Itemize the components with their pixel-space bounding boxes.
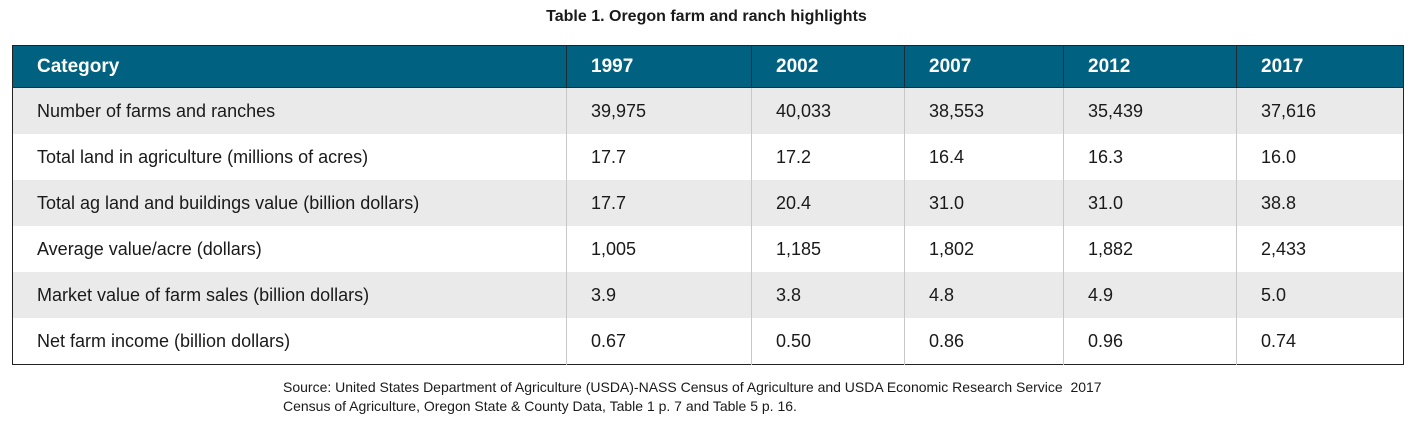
- row-category-label: Average value/acre (dollars): [12, 226, 567, 272]
- table-header-row: Category 1997 2002 2007 2012 2017: [12, 45, 1404, 88]
- cell-value: 40,033: [751, 87, 905, 134]
- row-category-label: Total ag land and buildings value (billi…: [12, 180, 567, 226]
- row-category-label: Total land in agriculture (millions of a…: [12, 134, 567, 180]
- cell-value: 37,616: [1236, 87, 1404, 134]
- cell-value: 38.8: [1236, 180, 1404, 226]
- cell-value: 5.0: [1236, 272, 1404, 318]
- cell-value: 1,185: [751, 226, 905, 272]
- row-category-label: Market value of farm sales (billion doll…: [12, 272, 567, 318]
- cell-value: 3.8: [751, 272, 905, 318]
- table-row: Net farm income (billion dollars) 0.67 0…: [12, 318, 1404, 365]
- row-category-label: Number of farms and ranches: [12, 87, 567, 134]
- header-category: Category: [12, 45, 567, 88]
- cell-value: 16.4: [904, 134, 1064, 180]
- table-row: Total ag land and buildings value (billi…: [12, 180, 1404, 226]
- cell-value: 3.9: [566, 272, 752, 318]
- cell-value: 0.86: [904, 318, 1064, 365]
- cell-value: 4.8: [904, 272, 1064, 318]
- cell-value: 1,802: [904, 226, 1064, 272]
- table-row: Total land in agriculture (millions of a…: [12, 134, 1404, 180]
- cell-value: 4.9: [1063, 272, 1237, 318]
- header-year-2007: 2007: [904, 45, 1064, 88]
- source-line-2: Census of Agriculture, Oregon State & Co…: [283, 398, 797, 414]
- cell-value: 38,553: [904, 87, 1064, 134]
- header-year-1997: 1997: [566, 45, 752, 88]
- cell-value: 17.7: [566, 180, 752, 226]
- cell-value: 0.50: [751, 318, 905, 365]
- cell-value: 16.0: [1236, 134, 1404, 180]
- table-row: Number of farms and ranches 39,975 40,03…: [12, 87, 1404, 134]
- cell-value: 35,439: [1063, 87, 1237, 134]
- cell-value: 39,975: [566, 87, 752, 134]
- cell-value: 1,882: [1063, 226, 1237, 272]
- cell-value: 2,433: [1236, 226, 1404, 272]
- cell-value: 0.96: [1063, 318, 1237, 365]
- cell-value: 17.2: [751, 134, 905, 180]
- farm-highlights-table: Category 1997 2002 2007 2012 2017 Number…: [12, 45, 1404, 365]
- header-year-2017: 2017: [1236, 45, 1404, 88]
- header-year-2002: 2002: [751, 45, 905, 88]
- cell-value: 16.3: [1063, 134, 1237, 180]
- cell-value: 0.67: [566, 318, 752, 365]
- cell-value: 20.4: [751, 180, 905, 226]
- row-category-label: Net farm income (billion dollars): [12, 318, 567, 365]
- source-line-1: Source: United States Department of Agri…: [283, 379, 1102, 395]
- cell-value: 0.74: [1236, 318, 1404, 365]
- cell-value: 31.0: [1063, 180, 1237, 226]
- source-note: Source: United States Department of Agri…: [283, 378, 1183, 416]
- header-year-2012: 2012: [1063, 45, 1237, 88]
- table-row: Average value/acre (dollars) 1,005 1,185…: [12, 226, 1404, 272]
- cell-value: 17.7: [566, 134, 752, 180]
- table-row: Market value of farm sales (billion doll…: [12, 272, 1404, 318]
- cell-value: 1,005: [566, 226, 752, 272]
- cell-value: 31.0: [904, 180, 1064, 226]
- table-title: Table 1. Oregon farm and ranch highlight…: [546, 8, 867, 25]
